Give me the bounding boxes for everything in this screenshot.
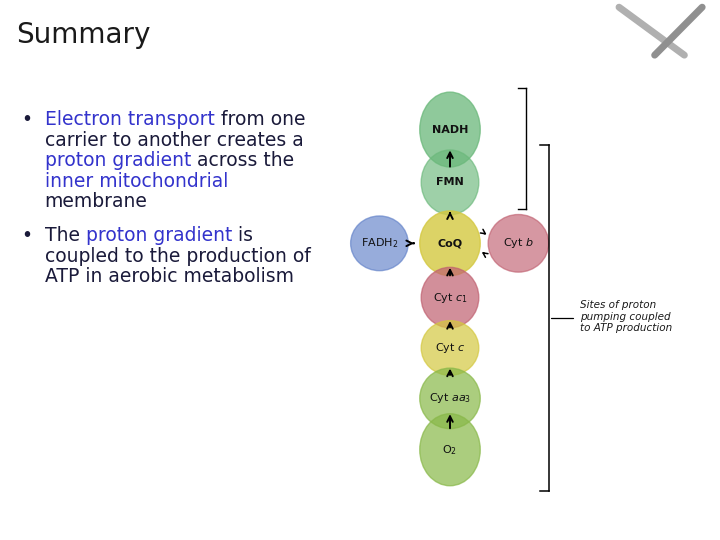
Text: CoQ: CoQ (438, 238, 462, 248)
Ellipse shape (421, 321, 479, 375)
Text: from one: from one (215, 110, 305, 130)
Text: proton gradient: proton gradient (86, 226, 232, 245)
Text: •: • (22, 110, 32, 130)
Ellipse shape (420, 92, 480, 167)
Ellipse shape (421, 150, 479, 215)
Text: $\mathrm{Cyt}\ b$: $\mathrm{Cyt}\ b$ (503, 237, 534, 251)
Text: coupled to the production of: coupled to the production of (45, 247, 310, 266)
Ellipse shape (421, 267, 479, 328)
Text: ATP in aerobic metabolism: ATP in aerobic metabolism (45, 267, 294, 286)
Text: Sites of proton
pumping coupled
to ATP production: Sites of proton pumping coupled to ATP p… (580, 300, 672, 333)
Text: carrier to another creates a: carrier to another creates a (45, 131, 303, 150)
Text: membrane: membrane (45, 192, 148, 212)
FancyArrowPatch shape (483, 253, 488, 258)
Text: proton gradient: proton gradient (45, 151, 191, 171)
Text: $\mathrm{Cyt}\ c$: $\mathrm{Cyt}\ c$ (435, 341, 465, 355)
Text: $\mathrm{Cyt}\ c_1$: $\mathrm{Cyt}\ c_1$ (433, 291, 467, 305)
Ellipse shape (420, 368, 480, 429)
Text: The: The (45, 226, 86, 245)
Text: Electron transport: Electron transport (45, 110, 215, 130)
Text: •: • (22, 226, 32, 245)
Ellipse shape (420, 211, 480, 276)
Text: $\mathrm{O_2}$: $\mathrm{O_2}$ (443, 443, 457, 457)
Ellipse shape (351, 216, 408, 271)
Text: FMN: FMN (436, 177, 464, 187)
Ellipse shape (488, 214, 549, 272)
Ellipse shape (420, 414, 480, 486)
Text: is: is (232, 226, 253, 245)
Text: $\mathrm{Cyt}\ aa_3$: $\mathrm{Cyt}\ aa_3$ (429, 392, 471, 406)
Text: across the: across the (191, 151, 294, 171)
Text: inner mitochondrial: inner mitochondrial (45, 172, 228, 191)
Text: Summary: Summary (16, 21, 150, 49)
Text: NADH: NADH (432, 125, 468, 134)
FancyArrowPatch shape (480, 230, 485, 234)
Text: $\mathrm{FADH_2}$: $\mathrm{FADH_2}$ (361, 237, 398, 250)
